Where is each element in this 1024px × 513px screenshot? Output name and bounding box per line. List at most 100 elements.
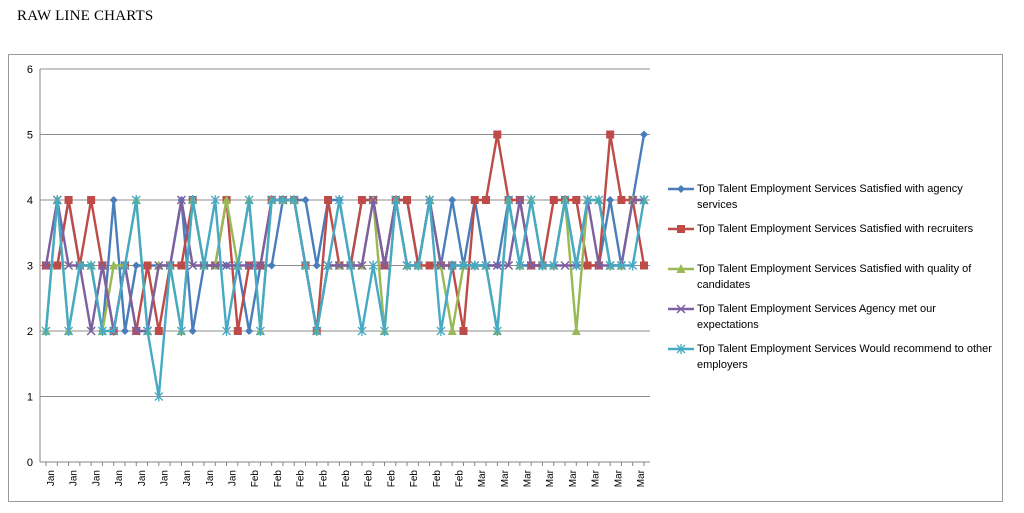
- data-point: [289, 195, 299, 205]
- data-point: [176, 195, 186, 205]
- x-tick-label: Jan: [46, 470, 57, 486]
- data-point: [120, 260, 130, 271]
- data-point: [188, 327, 197, 335]
- series-group: [41, 130, 649, 402]
- x-tick-label: Mar: [636, 469, 647, 487]
- legend-swatch-star: [668, 344, 694, 354]
- data-point: [222, 326, 231, 336]
- x-tick-label: Feb: [364, 470, 375, 488]
- data-point: [391, 195, 401, 205]
- data-point: [676, 264, 686, 273]
- legend-item-met-expectations: Top Talent Employment Services Agency me…: [668, 301, 998, 341]
- data-point: [571, 260, 581, 271]
- y-tick-label: 0: [27, 457, 33, 469]
- data-point: [210, 260, 220, 271]
- data-point: [86, 326, 96, 336]
- x-tick-label: Feb: [296, 470, 307, 488]
- y-tick-label: 1: [27, 392, 33, 404]
- data-point: [75, 260, 85, 271]
- data-point: [628, 260, 638, 271]
- legend-item-quality-candidates: Top Talent Employment Services Satisfied…: [668, 261, 998, 301]
- chart-area: [8, 54, 1003, 502]
- data-point: [594, 260, 604, 271]
- x-tick-label: Mar: [545, 469, 556, 487]
- data-point: [87, 196, 96, 204]
- data-point: [380, 326, 389, 336]
- data-point: [41, 260, 51, 271]
- data-point: [526, 195, 536, 205]
- data-point: [537, 260, 547, 271]
- data-point: [176, 326, 186, 336]
- data-point: [481, 260, 491, 271]
- data-point: [379, 260, 390, 271]
- x-tick-label: Feb: [409, 470, 420, 488]
- data-point: [640, 261, 648, 270]
- x-tick-label: Jan: [182, 470, 193, 486]
- x-tick-label: Mar: [568, 469, 579, 487]
- data-point: [154, 391, 164, 402]
- data-point: [97, 326, 107, 336]
- data-point: [677, 185, 685, 193]
- data-point: [560, 260, 570, 271]
- data-point: [109, 196, 118, 204]
- data-point: [53, 261, 62, 270]
- data-point: [210, 195, 220, 205]
- data-point: [255, 326, 265, 336]
- y-tick-label: 3: [27, 261, 33, 273]
- data-point: [617, 196, 626, 204]
- x-tick-label: Mar: [591, 469, 602, 487]
- data-point: [334, 260, 344, 271]
- x-tick-label: Mar: [523, 469, 534, 487]
- y-tick-label: 6: [27, 64, 33, 76]
- x-tick-label: Mar: [477, 469, 488, 487]
- data-point: [447, 326, 457, 335]
- legend-item-agency-services: Top Talent Employment Services Satisfied…: [668, 181, 998, 221]
- x-tick-label: Feb: [432, 470, 443, 488]
- data-point: [492, 260, 502, 271]
- data-point: [346, 260, 356, 271]
- data-point: [436, 326, 446, 336]
- data-point: [403, 196, 412, 204]
- x-tick-label: Jan: [159, 470, 170, 486]
- data-point: [301, 196, 310, 204]
- data-point: [357, 326, 367, 336]
- data-point: [312, 326, 322, 336]
- data-point: [52, 195, 62, 205]
- data-point: [188, 260, 198, 271]
- x-tick-label: Jan: [114, 470, 125, 486]
- legend-label: Top Talent Employment Services Would rec…: [697, 343, 992, 371]
- data-point: [64, 326, 74, 336]
- data-point: [583, 261, 592, 270]
- data-point: [606, 130, 615, 139]
- data-point: [64, 260, 74, 271]
- data-point: [676, 344, 686, 354]
- data-point: [41, 326, 51, 336]
- legend-swatch-x: [668, 304, 694, 314]
- data-point: [177, 261, 186, 270]
- data-point: [425, 261, 434, 270]
- data-point: [515, 260, 525, 271]
- data-point: [312, 261, 321, 270]
- x-tick-label: Jan: [91, 470, 102, 486]
- legend-item-recruiters: Top Talent Employment Services Satisfied…: [668, 221, 998, 261]
- data-point: [549, 260, 559, 271]
- series-5: [41, 195, 649, 402]
- legend-label: Top Talent Employment Services Satisfied…: [697, 263, 972, 291]
- data-point: [425, 195, 435, 205]
- data-point: [132, 261, 141, 270]
- data-point: [165, 260, 175, 271]
- data-point: [605, 260, 615, 271]
- data-point: [677, 225, 685, 233]
- data-point: [676, 304, 686, 314]
- data-point: [504, 195, 514, 205]
- data-point: [278, 195, 288, 205]
- axes: 0 1 2 3 4 5 6 Jan Jan Jan Jan Jan Jan Jan Jan Jan Feb Feb…: [27, 64, 650, 487]
- x-tick-label: Jan: [69, 470, 80, 486]
- data-point: [470, 260, 480, 271]
- data-point: [357, 260, 367, 271]
- data-point: [639, 195, 649, 205]
- data-point: [526, 260, 536, 271]
- data-point: [515, 195, 525, 205]
- data-point: [233, 260, 243, 271]
- data-point: [482, 196, 491, 204]
